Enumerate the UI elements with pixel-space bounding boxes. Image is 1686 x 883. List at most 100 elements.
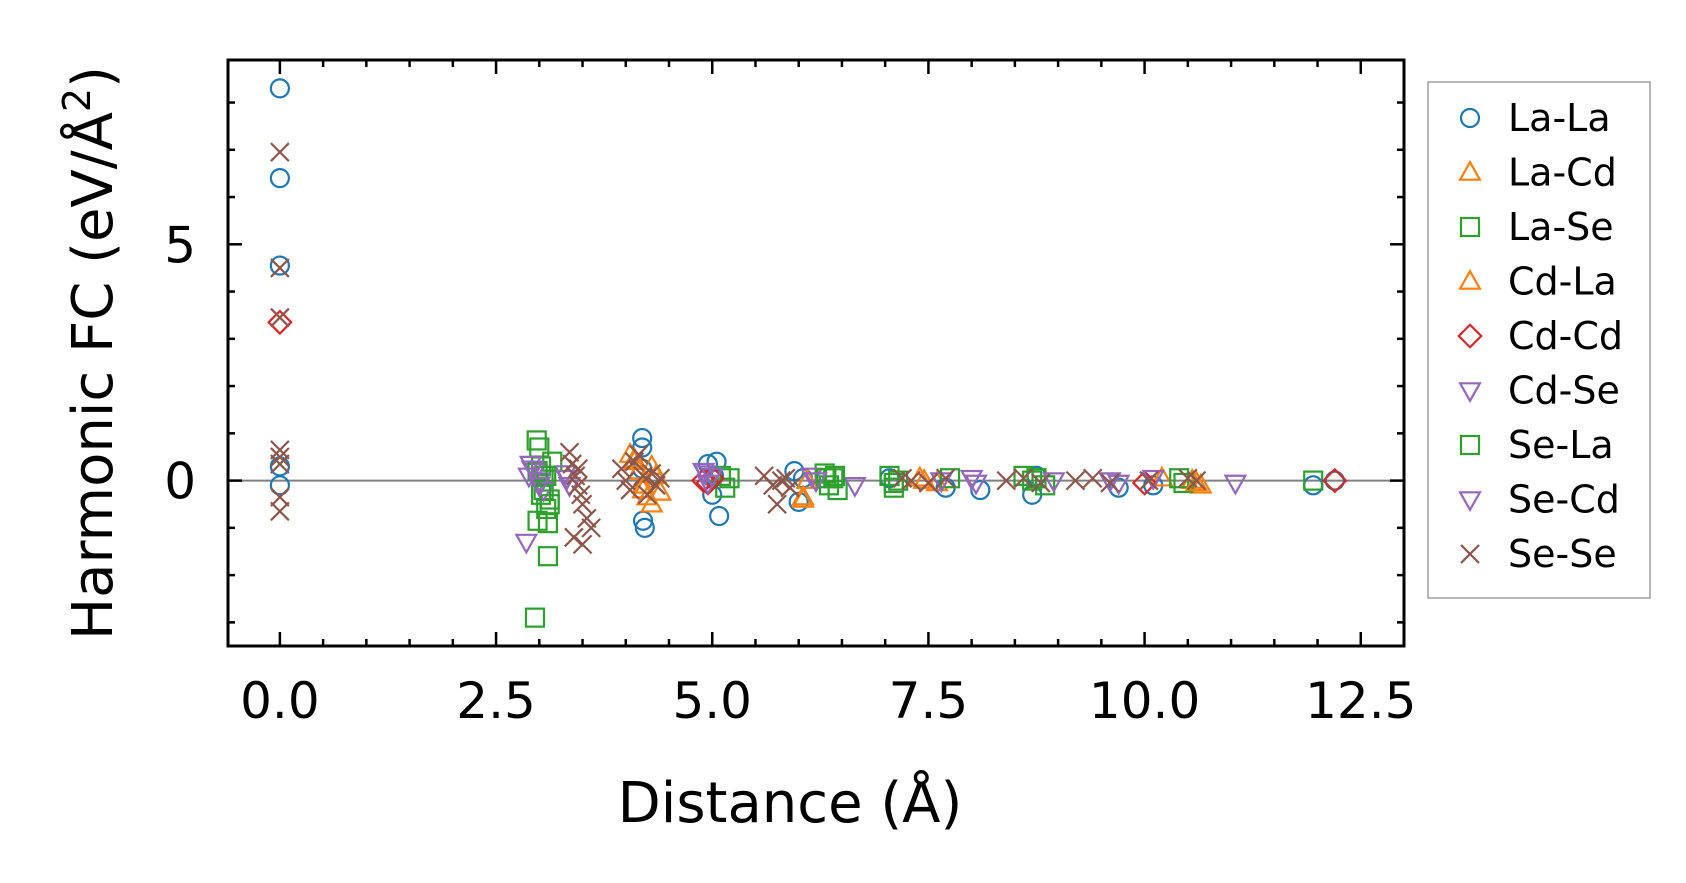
point-se-se-stroke bbox=[935, 468, 956, 489]
legend-marker-la-la bbox=[1459, 107, 1481, 129]
x-tick-label: 5.0 bbox=[672, 672, 752, 730]
legend-item-la-se: La-Se bbox=[1459, 205, 1614, 249]
x-tick-label: 10.0 bbox=[1089, 672, 1200, 730]
point-se-se-stroke bbox=[754, 466, 774, 486]
point-se-cd bbox=[527, 477, 552, 498]
point-se-se-stroke bbox=[611, 459, 632, 479]
y-axis-label-tail: ) bbox=[61, 66, 126, 88]
point-se-se-stroke bbox=[901, 470, 921, 491]
point-la-la bbox=[709, 505, 730, 527]
legend-label-la-la: La-La bbox=[1508, 96, 1611, 140]
point-se-se-stroke bbox=[572, 494, 593, 515]
legend-label-se-se: Se-Se bbox=[1508, 532, 1617, 576]
point-la-la bbox=[634, 517, 655, 538]
point-se-se-stroke bbox=[577, 508, 597, 529]
point-se-la bbox=[539, 494, 560, 515]
point-se-se-stroke bbox=[1065, 470, 1086, 491]
point-se-se-stroke bbox=[270, 258, 290, 278]
point-se-se-stroke bbox=[565, 466, 586, 486]
point-se-se-stroke bbox=[1082, 468, 1103, 489]
point-se-se-stroke bbox=[568, 459, 588, 479]
point-la-se bbox=[888, 470, 909, 491]
legend-item-cd-la: Cd-La bbox=[1458, 260, 1617, 304]
point-se-se bbox=[918, 473, 939, 493]
point-se-se-stroke bbox=[571, 484, 591, 505]
point-se-se-stroke bbox=[628, 444, 649, 465]
point-se-se-stroke bbox=[767, 494, 787, 515]
legend-marker-se-se bbox=[1460, 544, 1480, 564]
point-cd-cd bbox=[267, 309, 293, 336]
point-se-se-stroke bbox=[771, 470, 792, 491]
point-se-se-stroke bbox=[650, 468, 671, 489]
legend-label-la-cd: La-Cd bbox=[1508, 151, 1617, 195]
data-markers bbox=[267, 78, 1348, 628]
y-axis-label-superscript: 2 bbox=[55, 88, 99, 112]
point-la-se bbox=[524, 607, 546, 628]
point-la-se bbox=[527, 510, 548, 531]
point-la-cd bbox=[1189, 472, 1213, 494]
point-se-se bbox=[901, 470, 921, 491]
legend-marker-la-se bbox=[1459, 216, 1481, 238]
point-se-se-stroke bbox=[996, 470, 1017, 491]
point-la-la bbox=[632, 427, 653, 449]
point-se-se bbox=[564, 527, 584, 548]
point-se-cd bbox=[693, 465, 718, 487]
point-se-se-stroke bbox=[892, 468, 913, 489]
x-tick-label: 0.0 bbox=[240, 672, 320, 730]
point-se-se-stroke bbox=[780, 477, 800, 498]
x-tick-label: 7.5 bbox=[889, 672, 969, 730]
point-cd-se bbox=[531, 481, 556, 503]
point-la-la bbox=[269, 78, 290, 99]
point-se-se bbox=[270, 454, 290, 474]
point-se-se-stroke bbox=[1178, 468, 1198, 489]
point-se-se-stroke bbox=[1186, 470, 1207, 491]
point-se-se bbox=[270, 440, 290, 460]
legend-item-cd-se: Cd-Se bbox=[1458, 369, 1620, 413]
point-cd-se bbox=[1223, 474, 1248, 496]
point-cd-se bbox=[843, 477, 867, 498]
series-se-la bbox=[527, 461, 1043, 515]
point-se-se-stroke bbox=[559, 442, 580, 463]
plot-area bbox=[228, 60, 1404, 646]
point-se-se-stroke bbox=[270, 487, 290, 507]
y-tick-label: 5 bbox=[164, 216, 196, 274]
point-se-la bbox=[824, 465, 846, 486]
point-cd-cd bbox=[1322, 467, 1348, 494]
point-se-se-stroke bbox=[775, 468, 796, 489]
point-se-se bbox=[771, 470, 792, 491]
point-la-se bbox=[719, 468, 740, 489]
point-cd-se bbox=[514, 533, 539, 555]
legend: La-La La-Cd La-Se Cd-La Cd-Cd Cd-Se Se-La Se-Cd… bbox=[1427, 81, 1651, 599]
point-se-se-stroke bbox=[270, 454, 290, 474]
series-cd-se bbox=[514, 455, 1248, 555]
point-la-la bbox=[1108, 477, 1129, 498]
point-se-cd bbox=[804, 472, 828, 494]
legend-item-la-cd: La-Cd bbox=[1458, 151, 1617, 195]
legend-item-se-la: Se-La bbox=[1459, 423, 1614, 467]
point-se-se-stroke bbox=[564, 527, 584, 548]
point-se-la bbox=[883, 472, 904, 494]
point-se-se bbox=[581, 518, 601, 538]
point-la-cd bbox=[791, 486, 815, 508]
point-se-se bbox=[270, 258, 290, 278]
legend-marker-se-se-stroke bbox=[1460, 544, 1480, 564]
series-se-se bbox=[270, 142, 1207, 555]
legend-box bbox=[1427, 81, 1651, 599]
tick-labels: 0.0 2.5 5.0 7.5 10.0 12.5 0 5 bbox=[164, 216, 1416, 730]
point-cd-la bbox=[631, 477, 655, 499]
point-se-se bbox=[572, 494, 593, 515]
legend-item-se-cd: Se-Cd bbox=[1458, 478, 1620, 522]
axes-frame bbox=[228, 60, 1404, 646]
legend-label-cd-cd: Cd-Cd bbox=[1508, 314, 1623, 358]
point-se-se bbox=[775, 468, 796, 489]
point-se-se bbox=[270, 307, 290, 328]
point-se-se-stroke bbox=[1031, 473, 1051, 493]
series-se-cd bbox=[517, 460, 1122, 498]
legend-item-se-se: Se-Se bbox=[1460, 532, 1617, 576]
point-la-se bbox=[827, 479, 848, 501]
axes-border bbox=[226, 58, 1406, 648]
point-se-se bbox=[577, 508, 597, 529]
point-se-cd bbox=[520, 460, 545, 482]
point-la-se bbox=[537, 546, 559, 567]
point-se-se bbox=[935, 468, 956, 489]
